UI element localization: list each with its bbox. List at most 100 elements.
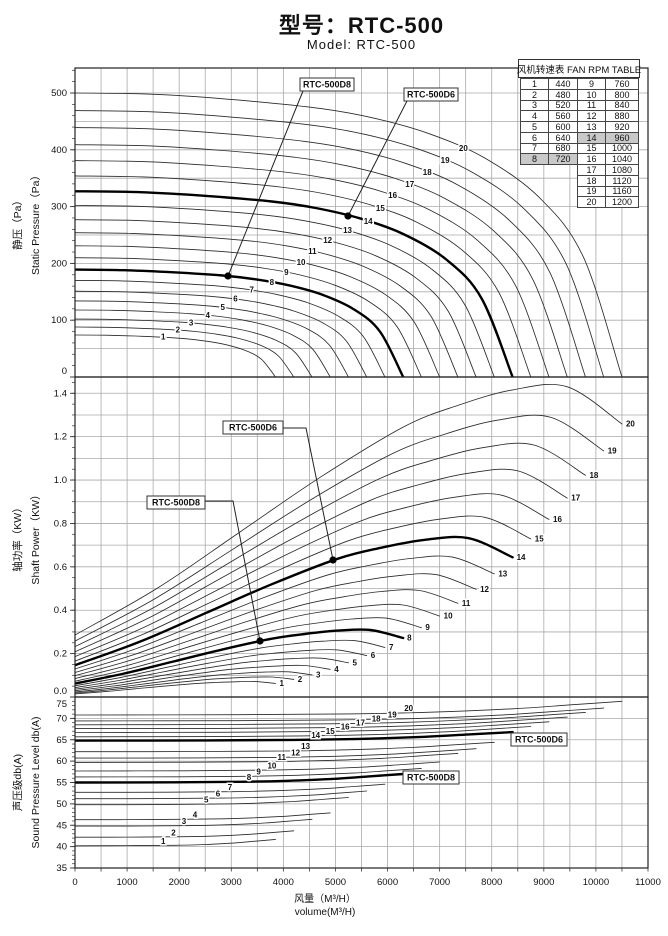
rpm-table-left-block: 1 440 2 480 3 520 4 560 5 600 6 640 7 680 8 720 [520,78,578,165]
rpm-cell-index: 11 [578,100,606,112]
rpm-cell-index: 7 [521,143,549,155]
callout-label: RTC-500D8 [152,498,200,508]
callout-rtc-500d8-sound: RTC-500D8 [402,770,460,785]
curve-label-15: 15 [535,534,544,543]
rpm-cell-value: 640 [549,133,578,144]
curve-power-4 [75,664,331,692]
curve-label-18: 18 [372,714,381,723]
callout-rtc-500d8-pressure: RTC-500D8 [224,77,355,280]
curve-label-5: 5 [352,658,357,667]
x-tick-label: 1000 [117,877,138,888]
x-tick-label: 3000 [221,877,242,888]
curve-pressure-5 [75,300,349,377]
rpm-cell-value: 1160 [606,186,639,198]
curve-power-13 [75,555,495,670]
x-tick-label: 9000 [533,877,554,888]
curve-pressure-7 [75,279,386,377]
callout-box [510,732,568,747]
curve-pressure-13 [75,205,495,377]
curve-label-12: 12 [291,749,300,758]
curve-sound-7 [75,783,386,793]
callout-rtc-500d6-sound: RTC-500D6 [510,732,568,747]
callout-label: RTC-500D6 [515,735,563,745]
curve-label-13: 13 [343,226,352,235]
rpm-cell-index: 10 [578,90,606,101]
y-tick-label: 0.4 [54,605,67,616]
curve-sound-5 [75,797,349,806]
rpm-cell-index: 20 [578,197,606,208]
curve-label-15: 15 [376,204,385,213]
rpm-cell-index: 2 [521,90,549,101]
y-tick-label: 0 [62,366,67,377]
page-subtitle: Model: RTC-500 [306,37,417,52]
callout-box [146,495,206,510]
curve-label-17: 17 [405,180,414,189]
curves-power [75,384,623,695]
rpm-cell-index: 19 [578,186,606,198]
rpm-cell-value: 480 [549,90,578,101]
x-tick-label: 11000 [635,877,661,888]
curve-pressure-17 [75,144,568,377]
curve-label-9: 9 [425,623,430,632]
curve-sound-16 [75,721,550,733]
curve-label-14: 14 [364,217,373,226]
rpm-cell-index: 16 [578,154,606,165]
callout-label: RTC-500D8 [303,80,351,90]
curve-sound-9 [75,767,422,778]
curve-label-14: 14 [311,731,320,740]
curve-power-1 [75,681,276,695]
rpm-cell-index: 12 [578,111,606,122]
rpm-cell-index: 1 [521,79,549,90]
callout-label: RTC-500D6 [229,423,277,433]
rpm-cell-value: 920 [606,122,639,133]
y-tick-label: 500 [51,88,67,99]
curve-label-19: 19 [441,156,450,165]
rpm-table-right-block: 9 760 10 800 11 840 12 880 13 920 14 960 15 1000 16 104… [577,78,639,208]
rpm-cell-index: 3 [521,100,549,112]
curve-label-11: 11 [278,753,287,762]
x-axis-title-cn: 风量（M³/H） [294,893,356,905]
y-tick-label: 60 [56,756,67,767]
y-tick-label: 0.6 [54,562,67,573]
rpm-cell-index: 17 [578,165,606,176]
curve-label-6: 6 [233,294,238,303]
curve-pressure-10 [75,245,441,377]
y-tick-label: 75 [56,699,67,710]
callout-box [299,77,355,92]
curve-power-19 [75,414,605,642]
callout-box [402,770,460,785]
callout-leader-line [347,100,408,217]
x-tick-label: 7000 [429,877,450,888]
curve-label-2: 2 [298,675,303,684]
curve-label-5: 5 [220,303,225,312]
callout-leader-line [283,427,334,561]
curve-sound-3 [75,818,313,827]
x-tick-label: 6000 [377,877,398,888]
y-axis-pressure: 0 100 200 300 400 500 [51,69,75,378]
curve-sound-12 [75,748,477,759]
y-tick-label: 0.2 [54,649,67,660]
curve-label-5: 5 [204,796,209,805]
rpm-cell-value: 520 [549,100,578,112]
curve-label-19: 19 [388,710,397,719]
x-tick-label: 2000 [169,877,190,888]
y-axis-title-cn-power: 轴功率（KW） [11,502,24,571]
rpm-cell-index: 6 [521,133,549,144]
x-tick-label: 5000 [325,877,346,888]
x-tick-label: 8000 [481,877,502,888]
rpm-cell-index: 13 [578,122,606,133]
curve-label-8: 8 [270,278,275,287]
curve-power-7 [75,639,386,687]
y-tick-label: 0.0 [54,686,67,697]
curve-pressure-9 [75,257,422,377]
curve-label-7: 7 [228,783,233,792]
curve-label-20: 20 [626,419,635,428]
curve-label-16: 16 [553,515,562,524]
callout-rtc-500d6-pressure: RTC-500D6 [344,87,459,220]
curve-power-6 [75,649,368,689]
y-axis-sound: 35 40 45 50 55 60 65 70 75 [56,696,75,874]
callout-point-marker [344,212,352,220]
curve-label-18: 18 [423,168,432,177]
curve-label-13: 13 [301,742,310,751]
